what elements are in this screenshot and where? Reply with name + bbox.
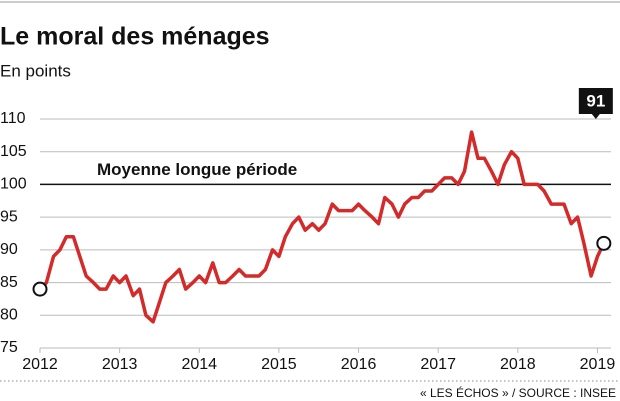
chart-title: Le moral des ménages [0,23,270,51]
x-tick-label: 2018 [500,356,536,373]
reference-label: Moyenne longue période [97,160,297,179]
series-line [38,130,606,324]
end-point [596,235,612,251]
y-tick-label: 100 [0,176,27,193]
source: « LES ÉCHOS » / SOURCE : INSEE [420,385,616,400]
y-tick-label: 85 [0,274,18,291]
x-tick-label: 2019 [580,356,616,373]
x-tick-label: 2015 [261,356,297,373]
y-tick-label: 75 [0,339,18,356]
x-tick-label: 2013 [102,356,138,373]
end-point [32,281,48,297]
y-tick-label: 110 [0,110,26,127]
y-tick-label: 80 [0,307,18,324]
end-label: 91 [586,91,605,110]
chart-subtitle: En points [0,61,71,80]
y-tick-label: 105 [0,143,27,160]
y-tick-label: 90 [0,241,18,258]
x-tick-label: 2014 [181,356,217,373]
x-tick-label: 2012 [22,356,58,373]
x-tick-label: 2016 [341,356,377,373]
x-tick-label: 2017 [420,356,456,373]
y-tick-label: 95 [0,208,18,225]
end-label-box [578,88,613,119]
